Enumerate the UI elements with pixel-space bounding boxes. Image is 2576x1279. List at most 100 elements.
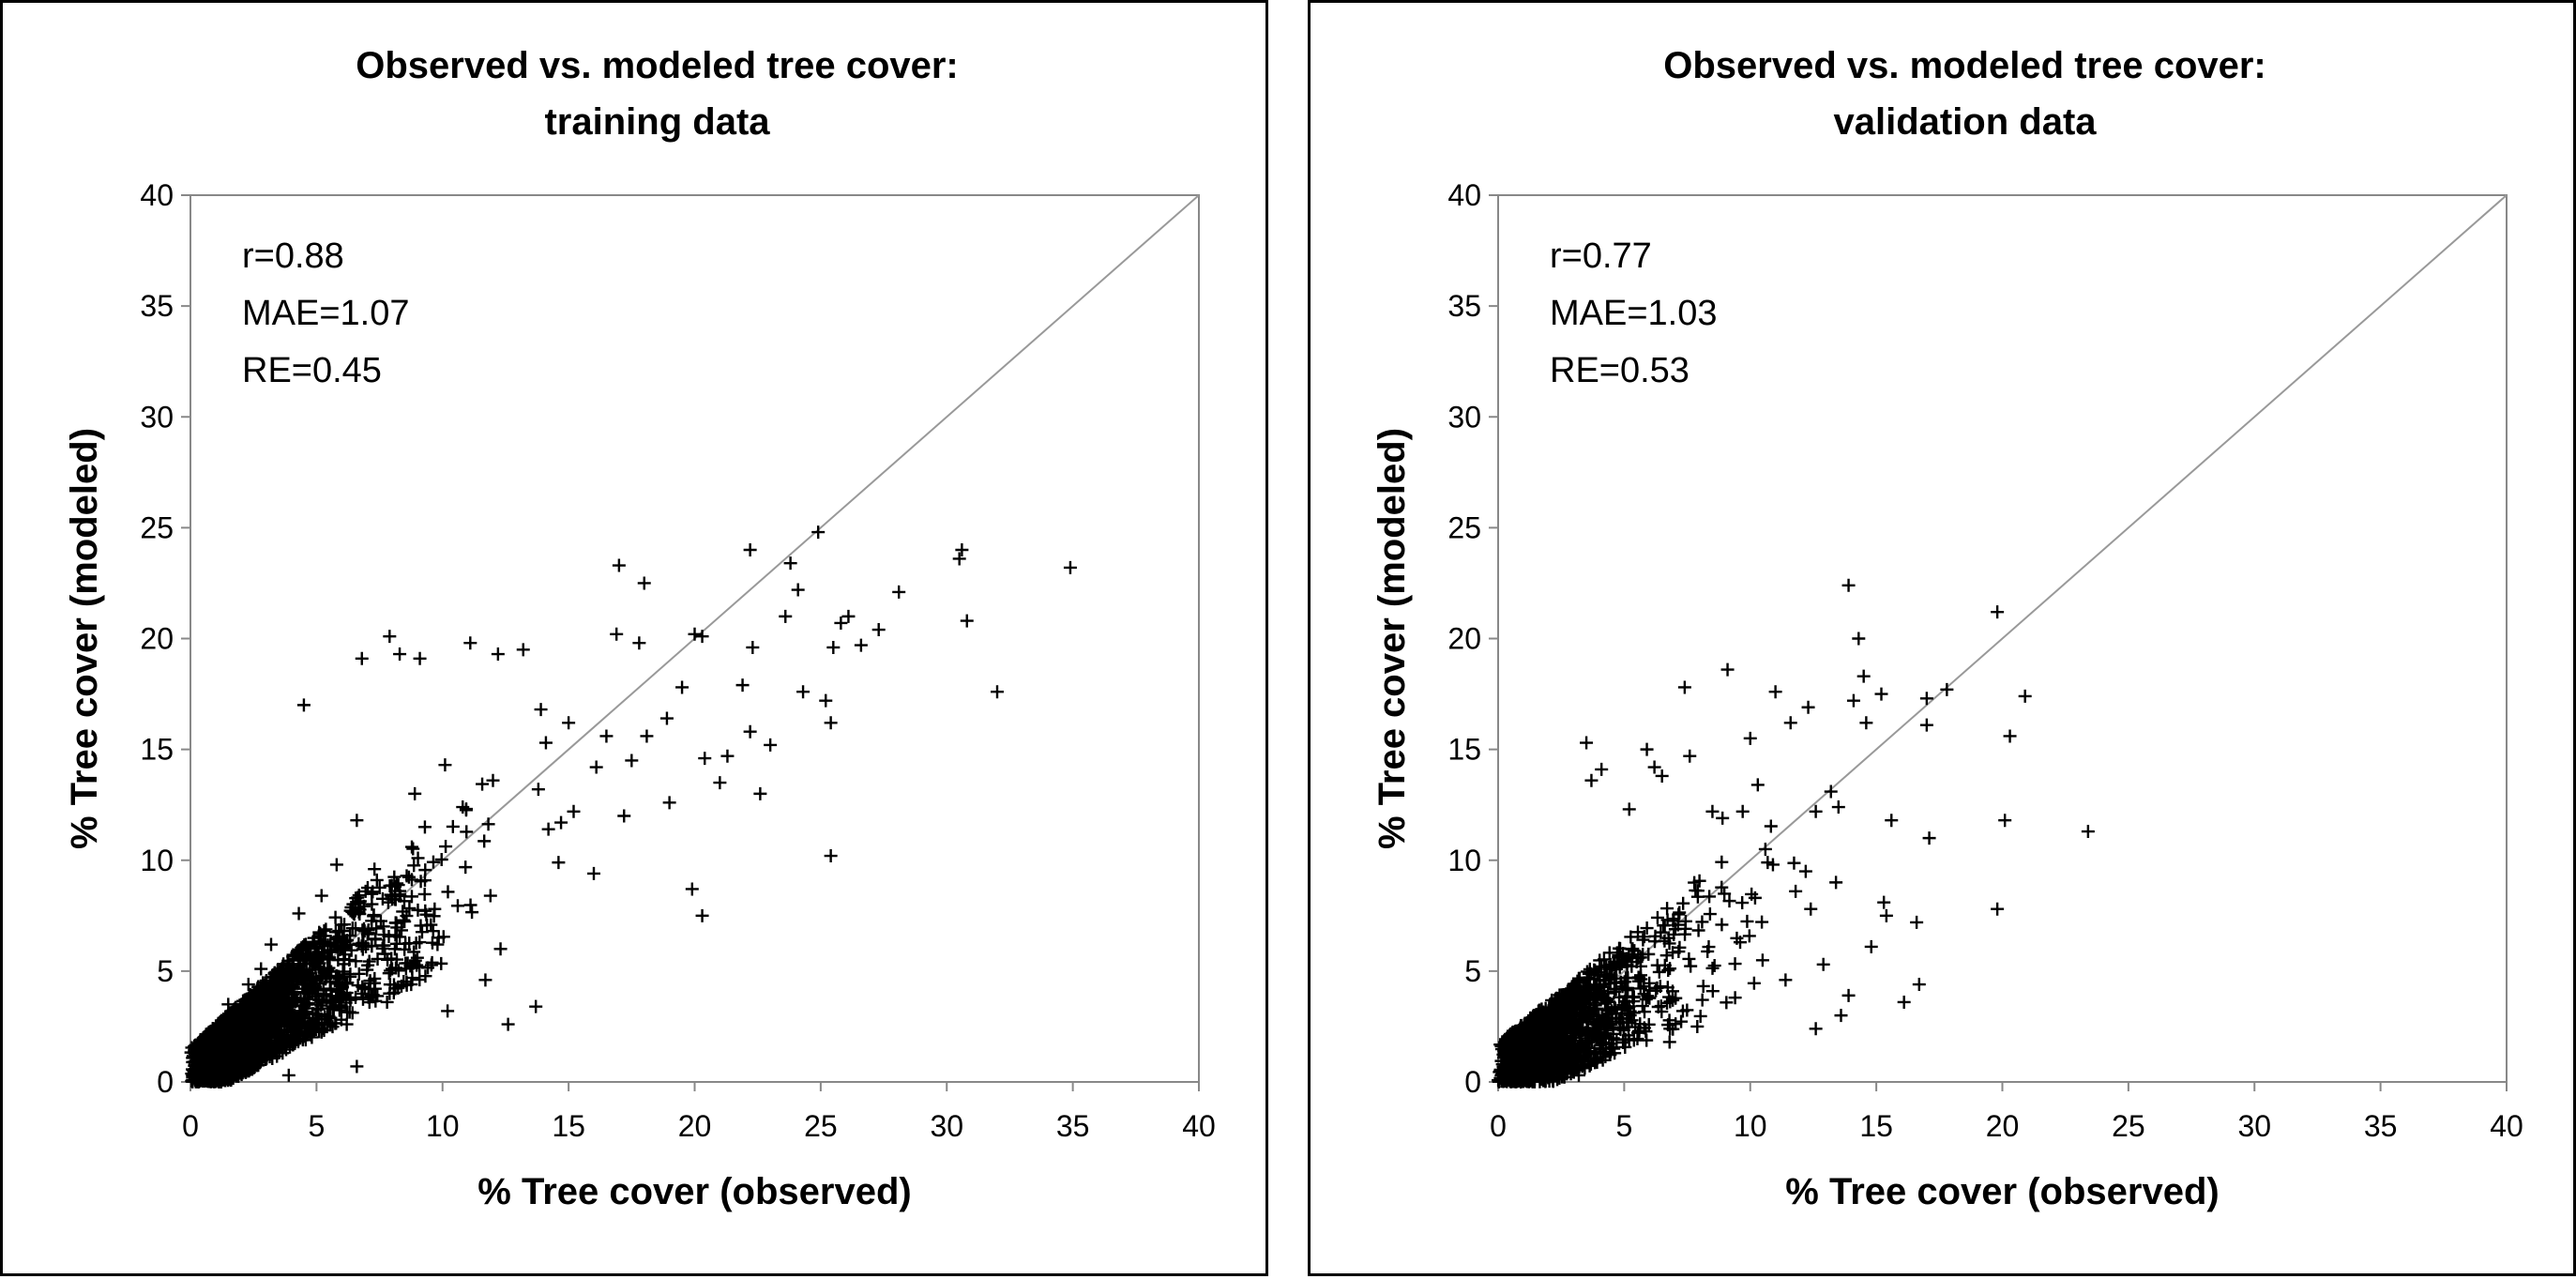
data-point [186, 1071, 200, 1085]
data-point [477, 834, 492, 848]
data-point [1789, 884, 1803, 898]
data-point [328, 910, 342, 924]
data-point [834, 616, 848, 630]
data-point [811, 525, 826, 540]
data-point [854, 638, 868, 652]
data-point [355, 651, 369, 665]
data-point [1601, 992, 1615, 1006]
data-point [465, 906, 479, 920]
data-point [446, 819, 460, 833]
data-point [1652, 965, 1666, 979]
data-point [1742, 929, 1756, 943]
data-point [554, 815, 568, 830]
data-point [405, 840, 419, 854]
y-tick-label: 25 [1447, 510, 1481, 544]
data-point [955, 543, 969, 556]
data-point [1561, 983, 1575, 997]
data-point [1559, 1050, 1573, 1064]
stat-label: MAE=1.07 [242, 294, 410, 333]
data-point [199, 1061, 213, 1075]
data-point [456, 800, 470, 815]
data-point [493, 942, 508, 956]
data-point [617, 809, 631, 823]
chart-title-line: Observed vs. modeled tree cover: [1663, 45, 2266, 86]
data-point [1654, 925, 1668, 939]
data-point [248, 1005, 262, 1019]
data-point [1705, 804, 1720, 818]
data-point [1801, 700, 1815, 714]
data-point [1588, 998, 1602, 1013]
data-point [1541, 1009, 1555, 1023]
data-point [325, 989, 339, 1003]
data-point [406, 842, 420, 856]
data-point [313, 927, 327, 941]
data-point [1703, 890, 1717, 904]
data-point [1682, 952, 1696, 966]
data-point [735, 678, 750, 693]
data-point [1583, 985, 1598, 999]
data-point [1701, 944, 1715, 958]
data-point [698, 752, 712, 766]
y-tick-label: 5 [157, 954, 174, 988]
data-point [413, 651, 427, 665]
data-point [1655, 769, 1669, 783]
data-point [272, 1017, 286, 1031]
data-point [695, 908, 709, 922]
data-point [501, 1017, 515, 1031]
data-point [419, 907, 433, 921]
data-point [1624, 930, 1638, 944]
data-point [1647, 760, 1661, 774]
data-point [383, 630, 397, 644]
data-point [368, 982, 382, 996]
x-tick-label: 0 [1490, 1109, 1507, 1143]
data-point [991, 685, 1004, 699]
data-point [1735, 804, 1750, 818]
x-axis-label: % Tree cover (observed) [1785, 1171, 2219, 1212]
data-point [281, 1068, 295, 1082]
data-point [1063, 560, 1077, 574]
data-point [411, 851, 425, 865]
data-point [1940, 682, 1954, 696]
data-point [1841, 578, 1856, 592]
data-point [1667, 927, 1681, 941]
data-point [463, 898, 477, 912]
data-point [365, 887, 379, 901]
data-point [2018, 689, 2032, 703]
data-point [1673, 940, 1687, 954]
data-point [587, 866, 600, 880]
data-point [372, 880, 386, 894]
data-point [1678, 914, 1692, 928]
data-point [398, 942, 412, 956]
data-point [400, 869, 414, 883]
data-point [1740, 914, 1754, 928]
data-point [1568, 1001, 1582, 1015]
data-point [1695, 915, 1709, 929]
data-point [348, 904, 362, 918]
data-point [350, 814, 364, 828]
data-point [1508, 1044, 1523, 1058]
data-point [1525, 1027, 1539, 1041]
data-point [632, 636, 646, 650]
data-point [1625, 959, 1639, 973]
data-point [271, 987, 285, 1001]
data-point [1622, 950, 1636, 964]
data-point [1492, 1074, 1506, 1089]
data-point [234, 1008, 248, 1022]
data-point [1705, 961, 1720, 975]
training-chart-panel: Observed vs. modeled tree cover: training… [0, 0, 1268, 1276]
data-point [1590, 967, 1604, 982]
data-point [1577, 1043, 1591, 1057]
data-point [1912, 978, 1926, 992]
data-point [376, 938, 390, 952]
x-tick-label: 10 [1734, 1109, 1767, 1143]
data-point [1593, 953, 1607, 967]
data-point [1658, 934, 1672, 948]
x-tick-label: 15 [552, 1109, 585, 1143]
data-point [1779, 973, 1793, 987]
y-tick-label: 5 [1464, 954, 1481, 988]
data-point [1571, 992, 1585, 1006]
data-point [1718, 887, 1732, 901]
y-tick-label: 15 [1447, 733, 1481, 767]
data-point [274, 978, 288, 992]
data-point [1622, 802, 1636, 816]
